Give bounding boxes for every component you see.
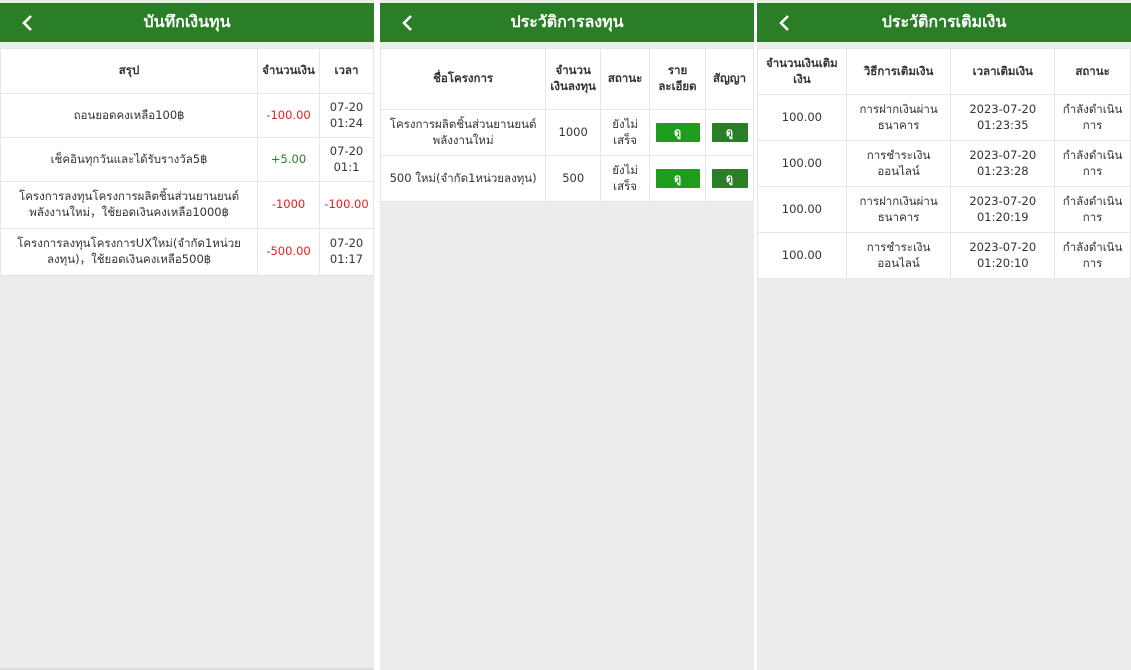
detail-cell: ดู bbox=[649, 155, 706, 202]
summary-cell: โครงการลงทุนโครงการผลิตชิ้นส่วนยานยนต์พล… bbox=[0, 181, 259, 229]
investment-amount-cell: 1000 bbox=[545, 109, 602, 156]
topup-amount-cell: 100.00 bbox=[757, 94, 847, 141]
col-amount: จำนวนเงิน bbox=[257, 48, 320, 94]
col-topup-time: เวลาเติมเงิน bbox=[950, 48, 1056, 95]
investment-history-header: ประวัติการลงทุน bbox=[380, 3, 754, 42]
funds-record-panel: บันทึกเงินทุน สรุป จำนวนเงิน เวลา ถอนยอด… bbox=[0, 0, 374, 670]
status-cell: กำลังดำเนินการ bbox=[1054, 94, 1131, 141]
topup-amount-cell: 100.00 bbox=[757, 232, 847, 279]
project-name-cell: 500 ใหม่(จำกัด1หน่วยลงทุน) bbox=[380, 155, 547, 202]
funds-record-table: สรุป จำนวนเงิน เวลา ถอนยอดคงเหลือ100฿ -1… bbox=[0, 48, 374, 276]
table-row: ถอนยอดคงเหลือ100฿ -100.00 07-20 01:24 bbox=[0, 93, 374, 138]
chevron-left-icon[interactable] bbox=[18, 13, 38, 33]
col-detail: รายละเอียด bbox=[649, 48, 706, 110]
topup-method-cell: การชำระเงินออนไลน์ bbox=[845, 232, 952, 279]
table-row: 100.00 การฝากเงินผ่านธนาคาร 2023-07-20 0… bbox=[757, 94, 1131, 141]
topup-amount-cell: 100.00 bbox=[757, 186, 847, 233]
contract-cell: ดู bbox=[705, 109, 754, 156]
chevron-left-icon[interactable] bbox=[775, 13, 795, 33]
summary-cell: เช็คอินทุกวันและได้รับรางวัล5฿ bbox=[0, 137, 259, 182]
col-project-name: ชื่อโครงการ bbox=[380, 48, 547, 110]
col-summary: สรุป bbox=[0, 48, 259, 94]
contract-cell: ดู bbox=[705, 155, 754, 202]
panel-divider bbox=[374, 0, 380, 670]
col-status: สถานะ bbox=[600, 48, 651, 110]
funds-record-header: บันทึกเงินทุน bbox=[0, 3, 374, 42]
time-cell: -100.00 bbox=[318, 181, 374, 229]
view-detail-button[interactable]: ดู bbox=[655, 123, 700, 142]
time-cell: 07-20 01:24 bbox=[318, 93, 374, 138]
time-cell: 07-20 01:1 bbox=[318, 137, 374, 182]
topup-method-cell: การชำระเงินออนไลน์ bbox=[845, 140, 952, 187]
table-row: โครงการลงทุนโครงการUXใหม่(จำกัด1หน่วยลงท… bbox=[0, 228, 374, 276]
table-row: 100.00 การชำระเงินออนไลน์ 2023-07-20 01:… bbox=[757, 232, 1131, 279]
summary-cell: ถอนยอดคงเหลือ100฿ bbox=[0, 93, 259, 138]
status-cell: ยังไม่เสร็จ bbox=[600, 109, 651, 156]
col-time: เวลา bbox=[318, 48, 374, 94]
topup-method-cell: การฝากเงินผ่านธนาคาร bbox=[845, 94, 952, 141]
page-title: บันทึกเงินทุน bbox=[143, 12, 231, 31]
amount-cell: -1000 bbox=[257, 181, 320, 229]
status-cell: กำลังดำเนินการ bbox=[1054, 186, 1131, 233]
table-row: 100.00 การชำระเงินออนไลน์ 2023-07-20 01:… bbox=[757, 140, 1131, 187]
detail-cell: ดู bbox=[649, 109, 706, 156]
col-contract: สัญญา bbox=[705, 48, 754, 110]
bottom-divider bbox=[0, 668, 374, 670]
status-cell: ยังไม่เสร็จ bbox=[600, 155, 651, 202]
panel-divider bbox=[754, 0, 757, 670]
table-row: เช็คอินทุกวันและได้รับรางวัล5฿ +5.00 07-… bbox=[0, 137, 374, 182]
topup-time-cell: 2023-07-20 01:20:10 bbox=[950, 232, 1056, 279]
page-title: ประวัติการลงทุน bbox=[510, 12, 624, 31]
amount-cell: -500.00 bbox=[257, 228, 320, 276]
investment-amount-cell: 500 bbox=[545, 155, 602, 202]
topup-time-cell: 2023-07-20 01:20:19 bbox=[950, 186, 1056, 233]
topup-history-table: จำนวนเงินเติมเงิน วิธีการเติมเงิน เวลาเต… bbox=[757, 48, 1131, 279]
table-row: โครงการผลิตชิ้นส่วนยานยนต์พลังงานใหม่ 10… bbox=[380, 109, 754, 156]
table-row: 100.00 การฝากเงินผ่านธนาคาร 2023-07-20 0… bbox=[757, 186, 1131, 233]
table-row: 500 ใหม่(จำกัด1หน่วยลงทุน) 500 ยังไม่เสร… bbox=[380, 155, 754, 202]
topup-method-cell: การฝากเงินผ่านธนาคาร bbox=[845, 186, 952, 233]
view-contract-button[interactable]: ดู bbox=[711, 169, 748, 188]
amount-cell: +5.00 bbox=[257, 137, 320, 182]
investment-history-table: ชื่อโครงการ จำนวนเงินลงทุน สถานะ รายละเอ… bbox=[380, 48, 754, 202]
topup-time-cell: 2023-07-20 01:23:28 bbox=[950, 140, 1056, 187]
summary-cell: โครงการลงทุนโครงการUXใหม่(จำกัด1หน่วยลงท… bbox=[0, 228, 259, 276]
topup-history-header: ประวัติการเติมเงิน bbox=[757, 3, 1131, 42]
col-investment-amount: จำนวนเงินลงทุน bbox=[545, 48, 602, 110]
chevron-left-icon[interactable] bbox=[398, 13, 418, 33]
col-topup-method: วิธีการเติมเงิน bbox=[845, 48, 952, 95]
topup-amount-cell: 100.00 bbox=[757, 140, 847, 187]
page-title: ประวัติการเติมเงิน bbox=[881, 12, 1007, 31]
col-status: สถานะ bbox=[1054, 48, 1131, 95]
topup-time-cell: 2023-07-20 01:23:35 bbox=[950, 94, 1056, 141]
topup-history-panel: ประวัติการเติมเงิน จำนวนเงินเติมเงิน วิธ… bbox=[757, 0, 1131, 670]
status-cell: กำลังดำเนินการ bbox=[1054, 232, 1131, 279]
project-name-cell: โครงการผลิตชิ้นส่วนยานยนต์พลังงานใหม่ bbox=[380, 109, 547, 156]
status-cell: กำลังดำเนินการ bbox=[1054, 140, 1131, 187]
time-cell: 07-20 01:17 bbox=[318, 228, 374, 276]
table-row: โครงการลงทุนโครงการผลิตชิ้นส่วนยานยนต์พล… bbox=[0, 181, 374, 229]
investment-history-panel: ประวัติการลงทุน ชื่อโครงการ จำนวนเงินลงท… bbox=[380, 0, 754, 670]
view-detail-button[interactable]: ดู bbox=[655, 169, 700, 188]
view-contract-button[interactable]: ดู bbox=[711, 123, 748, 142]
col-topup-amount: จำนวนเงินเติมเงิน bbox=[757, 48, 847, 95]
amount-cell: -100.00 bbox=[257, 93, 320, 138]
